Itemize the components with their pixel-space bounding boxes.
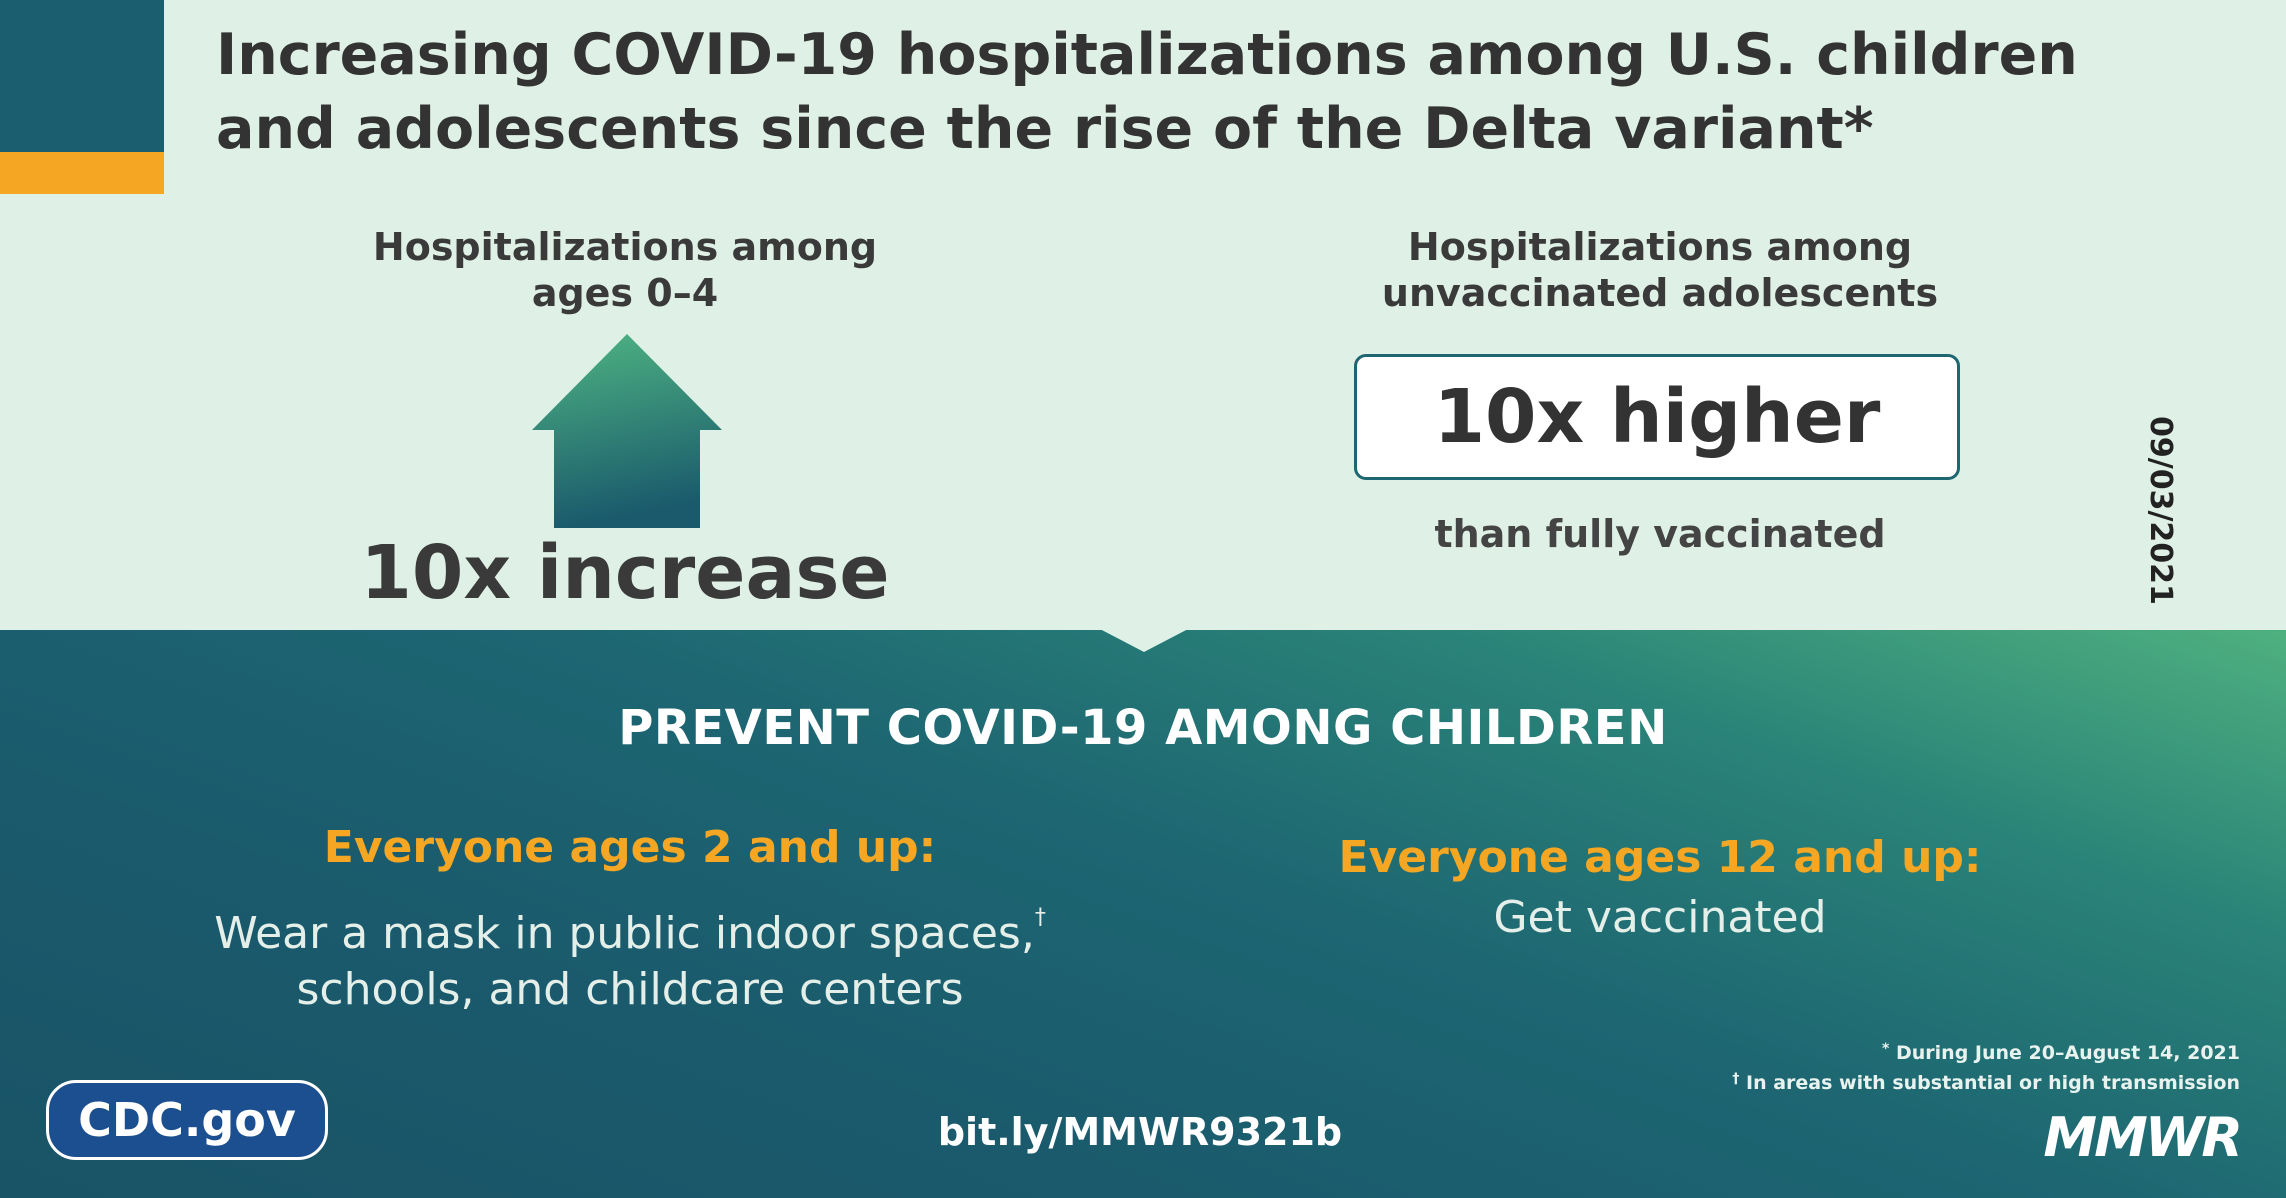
bottom-panel [0, 630, 2286, 1198]
cdc-logo[interactable]: CDC.gov [46, 1080, 328, 1160]
footnotes: * During June 20–August 14, 2021 † In ar… [1732, 1036, 2240, 1096]
vaccine-recommendation-text: Get vaccinated [1493, 892, 1827, 943]
short-link[interactable]: bit.ly/MMWR9321b [937, 1110, 1343, 1154]
higher-stat-subtext: than fully vaccinated [1434, 512, 1886, 556]
right-heading-line2: unvaccinated adolescents [1381, 271, 1939, 315]
mask-recommendation-heading: Everyone ages 2 and up: [323, 822, 937, 873]
prevention-heading: PREVENT COVID-19 AMONG CHILDREN [618, 700, 1668, 756]
dagger-mark: † [1034, 905, 1046, 930]
top-panel [0, 0, 2286, 630]
page-title: Increasing COVID-19 hospitalizations amo… [216, 22, 2078, 162]
corner-accent-bar [0, 152, 164, 194]
up-arrow-icon [532, 334, 722, 528]
footnote-2: † In areas with substantial or high tran… [1732, 1071, 2240, 1094]
vaccine-recommendation-heading: Everyone ages 12 and up: [1338, 832, 1982, 883]
mask-recommendation-text: Wear a mask in public indoor spaces,† sc… [160, 890, 1100, 1018]
right-heading-line1: Hospitalizations among [1407, 225, 1913, 269]
right-panel-heading: Hospitalizations among unvaccinated adol… [1330, 224, 1990, 316]
footnote-1: * During June 20–August 14, 2021 [1882, 1041, 2240, 1064]
mmwr-logo: MMWR [2043, 1106, 2243, 1169]
higher-stat-box: 10x higher [1354, 354, 1960, 480]
mask-recommendation-line2: schools, and childcare centers [296, 964, 964, 1015]
mask-recommendation-line1: Wear a mask in public indoor spaces,† [214, 905, 1046, 959]
corner-accent-block [0, 0, 164, 152]
divider-notch [1098, 628, 1190, 652]
increase-stat: 10x increase [360, 530, 890, 616]
left-panel-heading: Hospitalizations among ages 0–4 [330, 224, 920, 316]
publication-date: 09/03/2021 [2143, 416, 2178, 605]
left-heading-line1: Hospitalizations among [372, 225, 878, 269]
higher-stat: 10x higher [1433, 374, 1881, 460]
cdc-logo-text: CDC.gov [78, 1093, 296, 1147]
left-heading-line2: ages 0–4 [531, 271, 719, 315]
